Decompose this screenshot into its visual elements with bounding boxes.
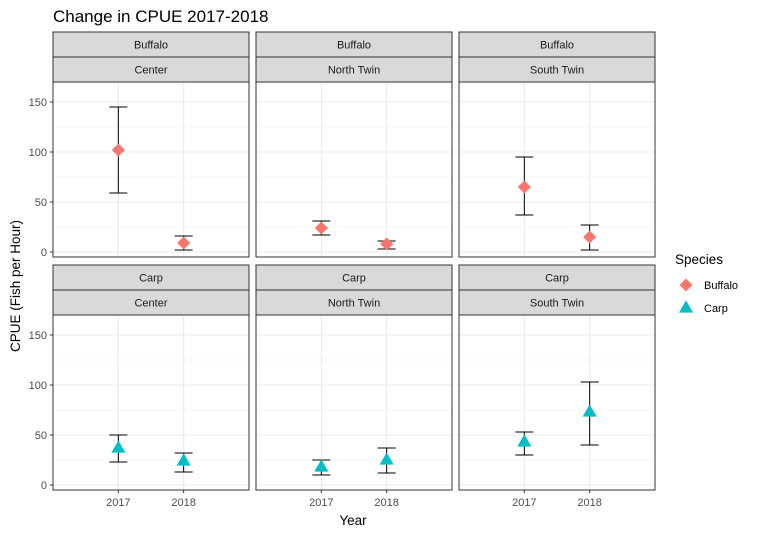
x-tick-label: 2018 (577, 497, 601, 509)
x-axis-title: Year (339, 513, 367, 528)
y-tick-label: 100 (29, 147, 47, 159)
strip-location-label: South Twin (530, 298, 584, 310)
panel-border (458, 314, 656, 491)
y-tick-label: 150 (29, 97, 47, 109)
legend-key (679, 278, 693, 292)
strip-location-label: South Twin (530, 65, 584, 77)
y-tick-label: 150 (29, 330, 47, 342)
legend-key (679, 300, 693, 313)
x-tick-label: 2017 (512, 497, 536, 509)
facet-panel: Carp South Twin 2017 2018 (458, 264, 656, 509)
data-point (517, 180, 531, 194)
data-point (582, 404, 597, 417)
strip-location (52, 56, 250, 83)
strip-location (458, 56, 656, 83)
x-tick-label: 2018 (171, 497, 195, 509)
y-tick-label: 0 (41, 480, 47, 492)
strip-location-label: North Twin (328, 298, 380, 310)
data-point (314, 221, 328, 235)
legend: Species Buffalo Carp (675, 252, 738, 315)
panel-border (255, 314, 453, 491)
data-point (177, 236, 191, 250)
panel-background (459, 82, 655, 257)
panel-background (53, 82, 249, 257)
strip-location-label: Center (134, 65, 167, 77)
strip-location-label: North Twin (328, 65, 380, 77)
strip-species (458, 264, 656, 291)
y-tick-label: 50 (35, 430, 47, 442)
facet-panel: Carp North Twin 2017 2018 (255, 264, 453, 509)
legend-title: Species (675, 252, 723, 267)
data-point (111, 440, 126, 453)
y-tick-label: 0 (41, 247, 47, 259)
strip-species-label: Carp (342, 273, 366, 285)
panel-border (458, 81, 656, 258)
facet-panel: Buffalo South Twin (458, 31, 656, 258)
strip-species-label: Buffalo (540, 40, 574, 52)
y-axis-title: CPUE (Fish per Hour) (8, 220, 23, 352)
panel-background (459, 315, 655, 490)
strip-species-label: Carp (545, 273, 569, 285)
y-tick-label: 100 (29, 380, 47, 392)
facet-panel: Carp Center 0 50 100 150 2017 2018 (29, 264, 250, 509)
data-point (314, 459, 329, 472)
data-point (583, 230, 597, 244)
strip-species-label: Buffalo (337, 40, 371, 52)
panel-border (52, 314, 250, 491)
data-point (176, 453, 191, 466)
strip-location (52, 289, 250, 316)
data-point (380, 237, 394, 251)
strip-species (255, 264, 453, 291)
strip-location-label: Center (134, 298, 167, 310)
strip-species (52, 264, 250, 291)
panel-border (255, 81, 453, 258)
data-point (379, 452, 394, 465)
y-tick-label: 50 (35, 197, 47, 209)
strip-species-label: Carp (139, 273, 163, 285)
facet-panel: Buffalo Center 0 50 100 150 (29, 31, 250, 259)
x-tick-label: 2017 (309, 497, 333, 509)
strip-species (52, 31, 250, 58)
legend-label: Carp (704, 303, 728, 315)
panel-background (53, 315, 249, 490)
data-point (111, 143, 125, 157)
legend-label: Buffalo (704, 280, 738, 292)
panel-background (256, 315, 452, 490)
facet-panel: Buffalo North Twin (255, 31, 453, 258)
panel-border (52, 81, 250, 258)
x-tick-label: 2018 (374, 497, 398, 509)
x-tick-label: 2017 (106, 497, 130, 509)
strip-species-label: Buffalo (134, 40, 168, 52)
data-point (517, 434, 532, 447)
strip-location (255, 289, 453, 316)
strip-location (458, 289, 656, 316)
chart-title: Change in CPUE 2017-2018 (53, 7, 268, 26)
panel-background (256, 82, 452, 257)
